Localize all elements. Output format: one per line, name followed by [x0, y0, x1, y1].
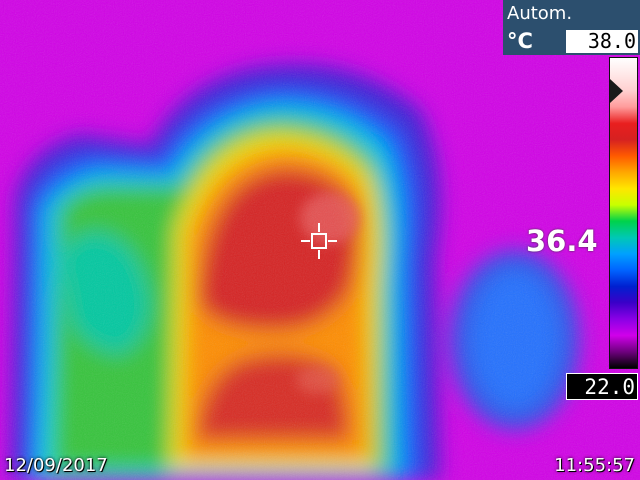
color-scale-bar — [609, 57, 638, 369]
max-temperature: 38.0 — [566, 30, 638, 53]
time-label: 11:55:57 — [554, 455, 635, 476]
date-label: 12/09/2017 — [4, 455, 108, 476]
min-temperature: 22.0 — [566, 373, 638, 400]
scale-marker-icon — [610, 79, 623, 103]
mode-label[interactable]: Autom. — [507, 3, 573, 24]
unit-label[interactable]: °C — [507, 29, 533, 53]
crosshair-icon[interactable] — [300, 222, 338, 260]
spot-temperature: 36.4 — [526, 224, 598, 258]
